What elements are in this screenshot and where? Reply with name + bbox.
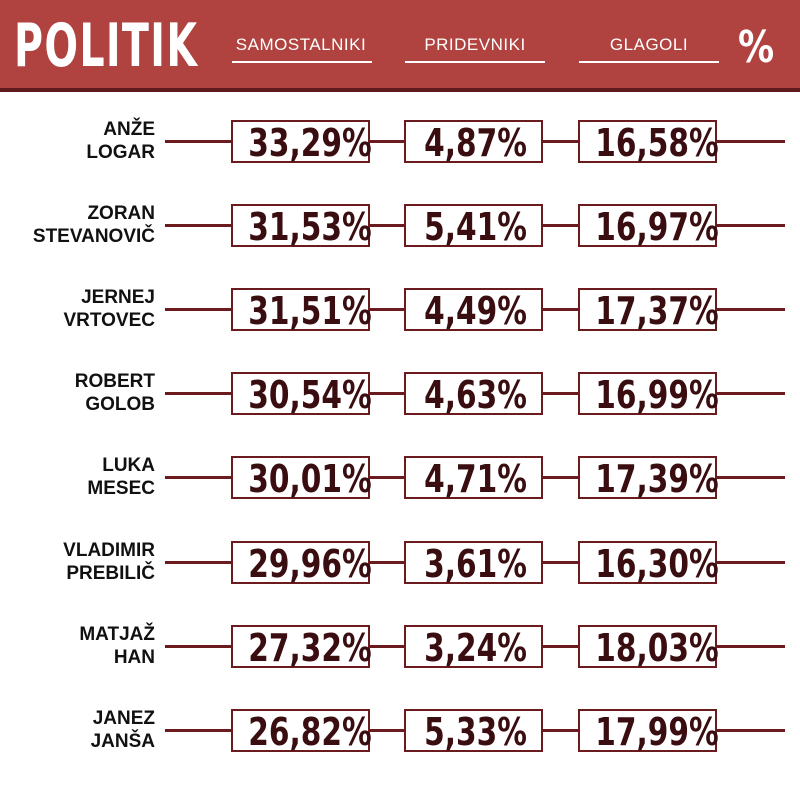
politician-last-name: VRTOVEC — [63, 310, 155, 332]
value-label: 30,54% — [248, 373, 372, 418]
value-label: 17,39% — [595, 457, 719, 502]
politician-name: ZORAN STEVANOVIČ — [10, 202, 155, 248]
value-box-pridevniki: 4,87% — [404, 120, 543, 165]
column-rule-pridevniki — [405, 61, 545, 63]
politician-last-name: HAN — [113, 646, 155, 668]
brand-logo: POLITIK — [14, 11, 199, 81]
value-label: 27,32% — [248, 625, 372, 670]
value-label: 29,96% — [248, 541, 372, 586]
header-divider — [0, 88, 800, 92]
politician-name: VLADIMIR PREBILIČ — [10, 539, 155, 585]
value-box-glagoli: 17,37% — [578, 288, 719, 334]
value-label: 33,29% — [248, 121, 372, 165]
header-bar — [0, 0, 800, 88]
politician-name: ANŽE LOGAR — [10, 118, 155, 164]
column-rule-samostalniki — [232, 61, 372, 63]
value-label: 16,97% — [595, 205, 719, 250]
value-box-pridevniki: 4,71% — [404, 456, 543, 502]
politician-last-name: JANŠA — [90, 730, 155, 752]
value-box-pridevniki: 5,33% — [404, 708, 543, 754]
value-box-pridevniki: 4,63% — [404, 372, 543, 418]
value-box-pridevniki: 3,24% — [404, 624, 543, 670]
value-label: 3,61% — [424, 541, 527, 586]
value-box-samostalniki: 26,82% — [231, 708, 372, 754]
value-label: 31,51% — [248, 289, 372, 334]
value-box-samostalniki: 30,01% — [231, 456, 372, 502]
politician-name: JERNEJ VRTOVEC — [10, 286, 155, 332]
value-label: 16,99% — [595, 373, 719, 418]
politician-last-name: LOGAR — [86, 142, 155, 163]
value-box-glagoli: 18,03% — [578, 624, 719, 670]
value-box-samostalniki: 33,29% — [231, 120, 372, 165]
value-box-samostalniki: 30,54% — [231, 372, 372, 418]
value-box-pridevniki: 4,49% — [404, 288, 543, 334]
value-box-glagoli: 16,97% — [578, 204, 719, 250]
value-label: 5,41% — [424, 205, 527, 250]
value-label: 4,49% — [424, 289, 527, 334]
politician-first-name: JANEZ — [92, 707, 155, 729]
value-box-glagoli: 17,39% — [578, 456, 719, 502]
column-header-glagoli: GLAGOLI — [609, 35, 689, 54]
value-box-pridevniki: 5,41% — [404, 204, 543, 250]
politician-last-name: PREBILIČ — [66, 562, 155, 584]
value-label: 5,33% — [424, 709, 527, 754]
value-box-samostalniki: 31,53% — [231, 204, 372, 250]
value-box-pridevniki: 3,61% — [404, 540, 543, 586]
value-label: 4,63% — [424, 373, 527, 418]
value-box-glagoli: 16,30% — [578, 540, 719, 586]
value-label: 17,99% — [595, 709, 719, 754]
politician-last-name: GOLOB — [85, 394, 155, 416]
value-label: 4,87% — [424, 121, 527, 165]
value-box-samostalniki: 29,96% — [231, 540, 372, 586]
value-label: 18,03% — [595, 625, 719, 670]
value-label: 26,82% — [248, 709, 372, 754]
value-box-glagoli: 16,99% — [578, 372, 719, 418]
value-label: 16,30% — [595, 541, 719, 586]
value-label: 31,53% — [248, 205, 372, 250]
percent-symbol: % — [738, 22, 775, 73]
value-label: 17,37% — [595, 289, 719, 334]
politician-first-name: VLADIMIR — [63, 539, 155, 561]
value-box-glagoli: 17,99% — [578, 708, 719, 754]
politician-first-name: ANŽE — [103, 119, 155, 140]
politician-last-name: MESEC — [87, 478, 155, 500]
value-box-samostalniki: 27,32% — [231, 624, 372, 670]
politician-last-name: STEVANOVIČ — [32, 226, 155, 248]
value-label: 16,58% — [595, 121, 719, 165]
value-label: 4,71% — [424, 457, 527, 502]
politician-name: LUKA MESEC — [10, 454, 155, 500]
politician-first-name: LUKA — [102, 455, 155, 477]
politician-name: ROBERT GOLOB — [10, 370, 155, 416]
politician-first-name: ROBERT — [74, 371, 155, 393]
politician-first-name: MATJAŽ — [79, 623, 155, 645]
value-box-samostalniki: 31,51% — [231, 288, 372, 334]
politician-name: JANEZ JANŠA — [10, 707, 155, 753]
value-label: 30,01% — [248, 457, 372, 502]
column-rule-glagoli — [579, 61, 719, 63]
politician-first-name: JERNEJ — [81, 287, 155, 309]
politician-first-name: ZORAN — [87, 203, 155, 225]
column-header-samostalniki: SAMOSTALNIKI — [235, 35, 367, 54]
column-header-pridevniki: PRIDEVNIKI — [424, 35, 526, 54]
value-box-glagoli: 16,58% — [578, 120, 719, 165]
politician-name: MATJAŽ HAN — [10, 623, 155, 669]
value-label: 3,24% — [424, 625, 527, 670]
